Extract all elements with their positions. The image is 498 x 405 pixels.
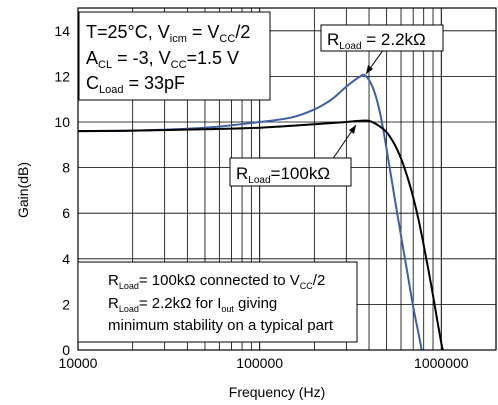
conditions-line-1: T=25°C, Vicm = VCC/2 (86, 22, 250, 45)
tick-labels: 0 2 4 6 8 10 12 14 10000 100000 1000000 (54, 23, 468, 371)
conditions-line-2: ACL = -3, VCC=1.5 V (86, 48, 239, 71)
svg-text:RLoad = 2.2kΩ: RLoad = 2.2kΩ (327, 30, 426, 52)
conditions-box: T=25°C, Vicm = VCC/2 ACL = -3, VCC=1.5 V… (78, 11, 271, 101)
x-axis-title: Frequency (Hz) (229, 384, 325, 400)
series-line-rload-2k2 (77, 73, 423, 351)
conditions-line-3: CLoad = 33pF (86, 73, 185, 96)
svg-text:RLoad=100kΩ: RLoad=100kΩ (236, 164, 330, 186)
y-tick-label: 6 (62, 205, 70, 221)
note-box: RLoad= 100kΩ connected to VCC/2 RLoad= 2… (77, 261, 358, 343)
label-rload-2k2: RLoad = 2.2kΩ (320, 24, 444, 75)
y-tick-label: 12 (54, 68, 70, 84)
series-layer (77, 73, 444, 351)
note-line-1: RLoad= 100kΩ connected to VCC/2 (108, 272, 325, 291)
plot-frame (77, 7, 497, 351)
y-tick-label: 14 (54, 23, 70, 39)
series-line-rload-100k (77, 119, 444, 351)
y-axis-title: Gain(dB) (15, 162, 31, 218)
x-tick-label: 10000 (59, 355, 98, 371)
y-tick-label: 8 (62, 160, 70, 176)
y-tick-label: 4 (62, 251, 70, 267)
label-rload-100k: RLoad=100kΩ (229, 124, 357, 187)
y-tick-label: 10 (54, 114, 70, 130)
note-line-3: minimum stability on a typical part (108, 317, 334, 334)
note-line-2: RLoad= 2.2kΩ for Iout giving (108, 295, 277, 314)
y-tick-label: 2 (62, 296, 70, 312)
x-tick-label: 100000 (236, 355, 283, 371)
y-tick-label: 0 (62, 342, 70, 358)
x-tick-label: 1000000 (414, 355, 469, 371)
